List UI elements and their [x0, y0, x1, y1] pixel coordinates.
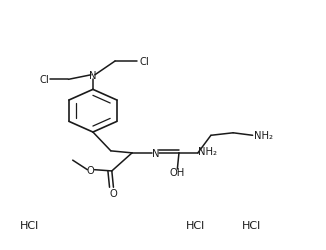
Text: O: O: [110, 188, 117, 198]
Text: Cl: Cl: [39, 75, 49, 85]
Text: NH₂: NH₂: [254, 131, 273, 141]
Text: HCl: HCl: [241, 220, 261, 230]
Text: NH₂: NH₂: [198, 146, 217, 156]
Text: OH: OH: [170, 168, 185, 178]
Text: Cl: Cl: [140, 57, 149, 67]
Text: O: O: [87, 165, 95, 175]
Text: HCl: HCl: [186, 220, 205, 230]
Text: N: N: [152, 148, 159, 158]
Text: HCl: HCl: [20, 220, 39, 230]
Text: N: N: [89, 70, 97, 81]
